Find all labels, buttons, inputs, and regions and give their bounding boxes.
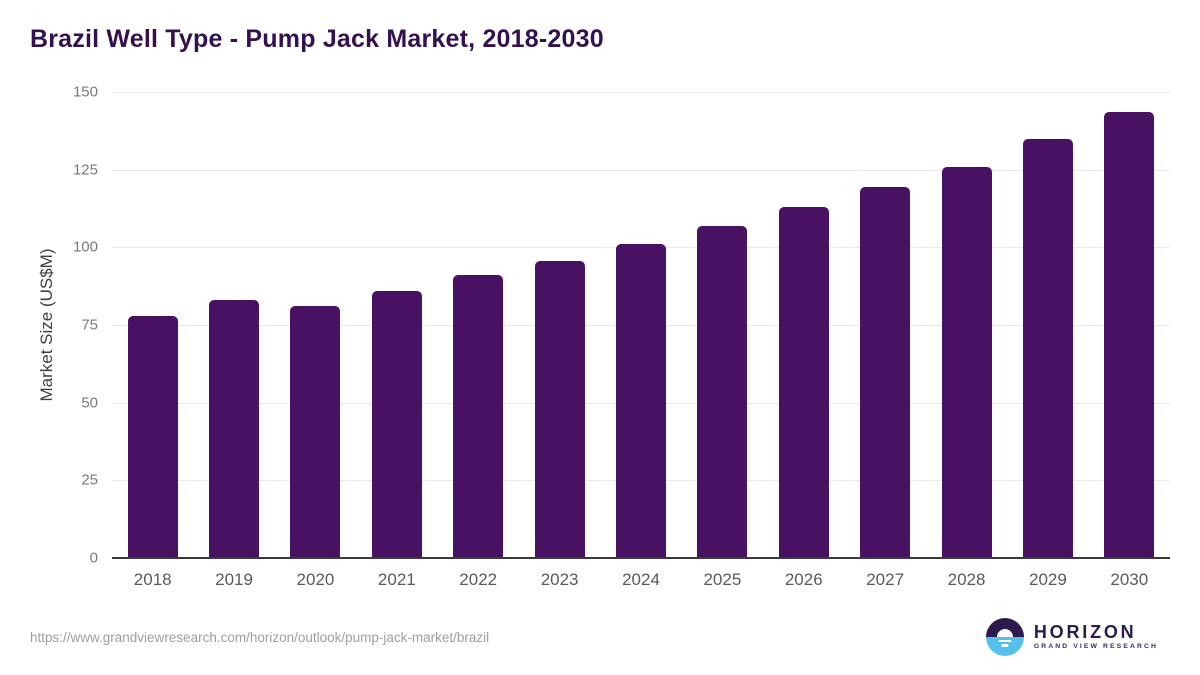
x-tick-label-2022: 2022 [459, 570, 498, 589]
x-tick-label-2019: 2019 [215, 570, 253, 589]
x-tick-label-2025: 2025 [703, 570, 742, 589]
x-tick-label-2021: 2021 [377, 570, 416, 589]
y-tick-label-100: 100 [72, 238, 98, 256]
bar-2018 [127, 315, 178, 558]
sun-reflection-dash [998, 639, 1012, 642]
x-tick-label-2027: 2027 [866, 570, 905, 589]
gridline-150 [112, 92, 1170, 93]
x-axis-line [112, 557, 1170, 559]
y-tick-label-0: 0 [89, 549, 98, 567]
x-tick-label-2029: 2029 [1029, 570, 1067, 589]
y-tick-label-75: 75 [81, 316, 98, 334]
bar-2025 [697, 225, 748, 558]
bar-2021 [371, 290, 422, 558]
x-tick-label-2020: 2020 [296, 570, 335, 589]
source-url: https://www.grandviewresearch.com/horizo… [30, 630, 490, 645]
horizon-sun-icon [985, 618, 1024, 656]
x-tick-label-2024: 2024 [622, 570, 660, 589]
bar-2029 [1022, 138, 1073, 558]
bar-2030 [1104, 112, 1155, 558]
sun-glyph [996, 629, 1013, 637]
y-tick-label-125: 125 [72, 161, 98, 179]
bar-2024 [616, 244, 666, 558]
x-tick-label-2026: 2026 [784, 570, 823, 589]
x-tick-label-2030: 2030 [1110, 570, 1149, 589]
sun-reflection-dash [1001, 644, 1009, 647]
x-tick-label-2023: 2023 [540, 570, 579, 589]
bar-2028 [941, 166, 992, 558]
chart-title: Brazil Well Type - Pump Jack Market, 201… [30, 25, 604, 53]
bar-2027 [860, 186, 911, 558]
x-tick-label-2028: 2028 [947, 570, 986, 589]
y-tick-label-50: 50 [81, 394, 98, 412]
bar-2019 [209, 300, 260, 558]
logo-text: HORIZON GRAND VIEW RESEARCH [1034, 623, 1158, 651]
plot-area: 0 25 50 75 100 125 150 2018 2019 2020 2021 2022 2023… [73, 84, 1170, 589]
bar-2023 [534, 261, 585, 558]
gridline-125 [112, 169, 1170, 171]
bar-2020 [290, 306, 341, 558]
bar-2022 [453, 275, 504, 558]
logo-subtitle: GRAND VIEW RESEARCH [1033, 643, 1158, 651]
x-tick-label-2018: 2018 [133, 570, 172, 589]
horizon-logo: HORIZON GRAND VIEW RESEARCH [985, 618, 1158, 656]
y-tick-label-150: 150 [72, 83, 98, 101]
y-tick-label-25: 25 [81, 471, 98, 489]
bar-2026 [778, 206, 829, 558]
logo-name: HORIZON [1033, 622, 1137, 643]
